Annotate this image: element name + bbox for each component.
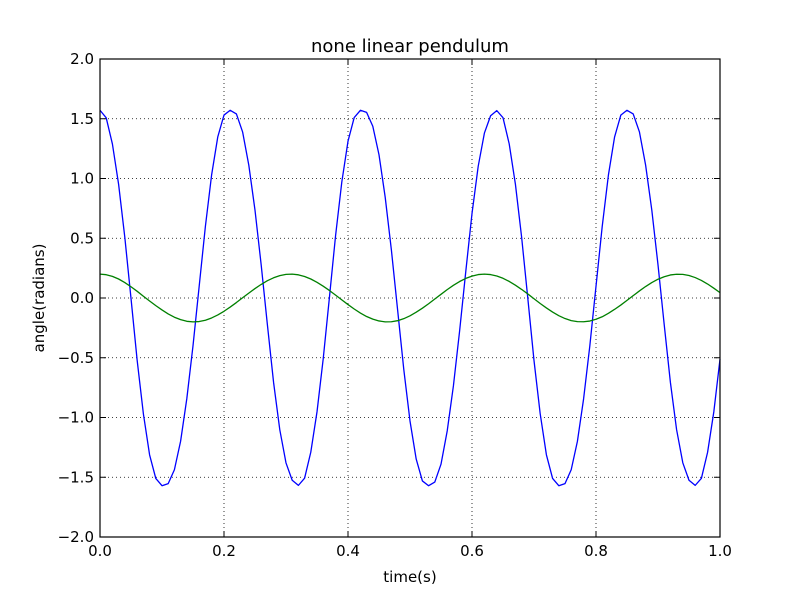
x-tick-label: 0.4 <box>336 542 360 560</box>
y-tick-label: −1.5 <box>58 468 94 486</box>
tick-marks <box>99 58 721 538</box>
x-axis-title: time(s) <box>383 568 436 586</box>
x-tick-label: 1.0 <box>708 542 732 560</box>
y-axis-title: angle(radians) <box>30 244 48 353</box>
x-tick-labels: 0.0 0.2 0.4 0.6 0.8 1.0 <box>88 542 732 560</box>
grid-lines <box>100 59 720 537</box>
y-tick-label: −0.5 <box>58 349 94 367</box>
x-tick-label: 0.0 <box>88 542 112 560</box>
x-tick-label: 0.6 <box>460 542 484 560</box>
series-layer <box>99 109 721 487</box>
y-tick-labels: 2.0 1.5 1.0 0.5 0.0 −0.5 −1.0 −1.5 −2.0 <box>58 50 94 546</box>
y-tick-label: −2.0 <box>58 528 94 546</box>
y-tick-label: 1.5 <box>70 110 94 128</box>
x-tick-label: 0.2 <box>212 542 236 560</box>
y-tick-label: −1.0 <box>58 409 94 427</box>
series-line-1 <box>99 109 721 487</box>
y-tick-label: 1.0 <box>70 170 94 188</box>
chart-title: none linear pendulum <box>311 36 509 57</box>
x-tick-label: 0.8 <box>584 542 608 560</box>
y-tick-label: 0.0 <box>70 289 94 307</box>
series-line-2 <box>99 273 721 323</box>
y-tick-label: 2.0 <box>70 50 94 68</box>
y-tick-label: 0.5 <box>70 229 94 247</box>
